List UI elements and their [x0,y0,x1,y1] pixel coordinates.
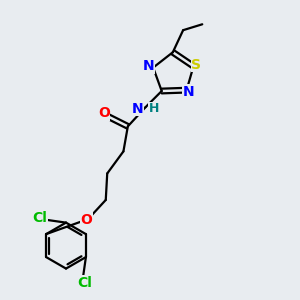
Text: N: N [131,102,143,116]
Text: S: S [191,58,201,72]
Text: N: N [182,85,194,99]
Text: Cl: Cl [33,211,47,225]
Text: Cl: Cl [77,276,92,290]
Text: O: O [98,106,109,120]
Text: N: N [143,59,154,73]
Text: H: H [148,102,159,115]
Text: O: O [81,213,93,227]
